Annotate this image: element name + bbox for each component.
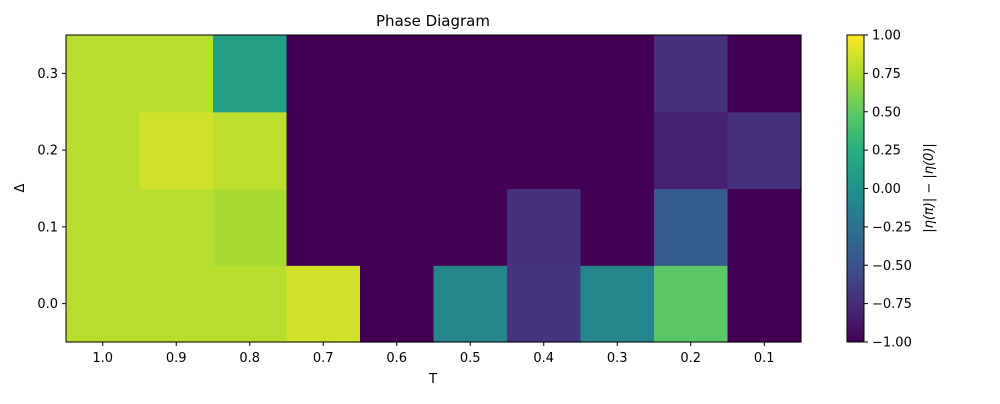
heatmap-cell: [66, 265, 141, 343]
chart-title: Phase Diagram: [376, 12, 490, 30]
heatmap-cell: [286, 111, 361, 190]
x-tick-label: 0.3: [607, 351, 628, 366]
heatmap-cell: [360, 188, 435, 266]
heatmap-cell: [360, 111, 435, 190]
x-tick-label: 0.2: [680, 351, 701, 366]
heatmap-cell: [727, 111, 802, 190]
heatmap-cell: [654, 111, 729, 190]
heatmap-cell: [580, 35, 655, 113]
colorbar-tick-label: 0.50: [872, 105, 901, 120]
heatmap-cell: [66, 35, 141, 113]
heatmap-cell: [360, 265, 435, 343]
heatmap-cell: [66, 111, 141, 190]
heatmap-cell: [580, 265, 655, 343]
x-tick-label: 0.5: [460, 351, 481, 366]
heatmap-cell: [360, 35, 435, 113]
heatmap-cell: [139, 188, 214, 266]
y-tick-label: 0.1: [37, 220, 58, 235]
heatmap-cell: [727, 265, 802, 343]
heatmap-cell: [507, 265, 582, 343]
heatmap-cell: [286, 35, 361, 113]
colorbar-tick-label: −1.00: [872, 336, 912, 351]
heatmap-cell: [507, 188, 582, 266]
y-tick-label: 0.0: [37, 297, 58, 312]
heatmap-cell: [213, 265, 288, 343]
heatmap-cell: [213, 111, 288, 190]
heatmap-cells: [66, 35, 802, 343]
colorbar: [846, 34, 865, 343]
y-axis-label: Δ: [13, 183, 28, 192]
heatmap-cell: [507, 35, 582, 113]
x-tick-label: 0.6: [386, 351, 407, 366]
colorbar-tick-label: 0.75: [872, 67, 901, 82]
colorbar-tick-label: −0.50: [872, 259, 912, 274]
y-tick-label: 0.2: [37, 144, 58, 159]
heatmap-cell: [213, 188, 288, 266]
heatmap-cell: [654, 188, 729, 266]
y-axis-ticks: 0.0 0.1 0.2 0.3: [37, 67, 66, 312]
heatmap-cell: [654, 265, 729, 343]
heatmap-cell: [286, 265, 361, 343]
heatmap-cell: [727, 35, 802, 113]
x-tick-label: 0.8: [239, 351, 260, 366]
colorbar-label: |η(π)| − |η(0)|: [922, 143, 937, 233]
heatmap-cell: [580, 111, 655, 190]
x-axis-label: T: [428, 372, 437, 387]
colorbar-tick-label: 0.00: [872, 182, 901, 197]
colorbar-tick-label: 1.00: [872, 29, 901, 44]
x-tick-label: 0.1: [754, 351, 775, 366]
x-axis-ticks: 1.0 0.9 0.8 0.7 0.6 0.5 0.4 0.3 0.2 0.1: [92, 342, 775, 366]
colorbar-tick-label: 0.25: [872, 144, 901, 159]
heatmap-cell: [654, 35, 729, 113]
heatmap-cell: [507, 111, 582, 190]
heatmap-cell: [433, 188, 508, 266]
heatmap-cell: [213, 35, 288, 113]
heatmap-cell: [139, 265, 214, 343]
heatmap-cell: [433, 265, 508, 343]
heatmap-cell: [727, 188, 802, 266]
x-tick-label: 1.0: [92, 351, 113, 366]
colorbar-tick-label: −0.25: [872, 220, 912, 235]
heatmap-cell: [139, 35, 214, 113]
heatmap-cell: [286, 188, 361, 266]
colorbar-tick-label: −0.75: [872, 297, 912, 312]
x-tick-label: 0.4: [533, 351, 554, 366]
heatmap-cell: [433, 111, 508, 190]
heatmap-cell: [433, 35, 508, 113]
plot-frame: [65, 34, 802, 343]
y-tick-label: 0.3: [37, 67, 58, 82]
heatmap-cell: [66, 188, 141, 266]
heatmap-cell: [139, 111, 214, 190]
x-tick-label: 0.9: [166, 351, 187, 366]
heatmap-cell: [580, 188, 655, 266]
x-tick-label: 0.7: [313, 351, 334, 366]
colorbar-ticks: 1.00 0.75 0.50 0.25 0.00 −0.25 −0.50 −0.75 −1.00: [864, 29, 912, 351]
